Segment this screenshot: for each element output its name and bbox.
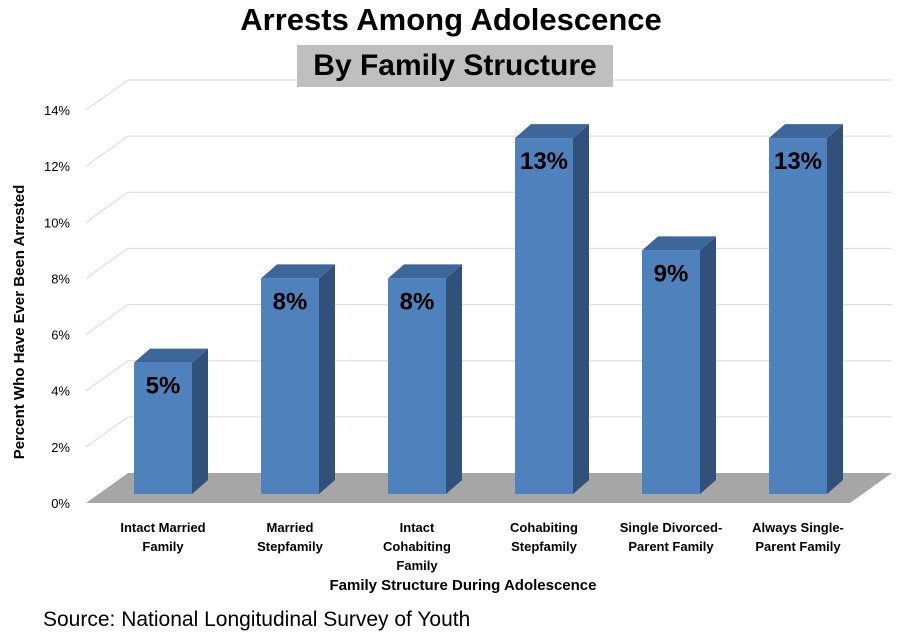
data-label: 13% (520, 148, 568, 175)
x-tick-label-line: Married (267, 520, 314, 535)
y-axis-ticks: 0% 2% 4% 6% 8% 10% 12% 14% (44, 103, 70, 511)
bar-group: 8% (388, 264, 462, 494)
x-tick-label-line: Cohabiting (383, 539, 451, 554)
bar (261, 278, 319, 494)
y-tick-label: 14% (44, 103, 70, 118)
bar-top (515, 124, 589, 139)
y-tick-label: 6% (51, 328, 70, 343)
x-tick-label-line: Stepfamily (511, 539, 578, 554)
data-label: 5% (146, 373, 181, 400)
bar-side (700, 236, 716, 494)
x-tick-label: Intact Married Family (120, 520, 205, 554)
x-tick-label: Single Divorced- Parent Family (620, 520, 723, 554)
bar-side (827, 124, 843, 495)
x-tick-label-line: Intact Married (120, 520, 205, 535)
x-axis-categories: Intact Married Family Married Stepfamily Int… (120, 520, 844, 573)
bar-group: 9% (642, 236, 716, 494)
y-tick-label: 2% (51, 440, 70, 455)
bar (134, 362, 192, 494)
gridline-side (85, 135, 129, 167)
x-tick-label-line: Stepfamily (257, 539, 324, 554)
bar-side (573, 124, 589, 495)
x-tick-label-line: Cohabiting (510, 520, 578, 535)
data-label: 9% (654, 260, 689, 287)
x-axis-title: Family Structure During Adolescence (329, 577, 596, 594)
source-note: Source: National Longitudinal Survey of … (43, 608, 471, 631)
gridline-side (85, 416, 129, 448)
y-axis-title: Percent Who Have Ever Been Arrested (11, 185, 28, 460)
x-tick-label-line: Parent Family (755, 539, 841, 554)
bar-group: 13% (515, 124, 589, 495)
bar-top (134, 348, 208, 363)
bar-side (319, 264, 335, 494)
x-tick-label-line: Family (142, 539, 184, 554)
bar (388, 278, 446, 494)
bar (642, 250, 700, 494)
x-tick-label-line: Single Divorced- (620, 520, 723, 535)
y-tick-label: 4% (51, 384, 70, 399)
bar-group: 13% (769, 124, 843, 495)
data-label: 13% (774, 148, 822, 175)
gridline-side (85, 360, 129, 392)
data-label: 8% (273, 288, 308, 315)
x-tick-label: Intact Cohabiting Family (383, 520, 451, 573)
bar-group: 8% (261, 264, 335, 494)
x-tick-label-line: Parent Family (628, 539, 714, 554)
x-tick-label-line: Family (396, 558, 438, 573)
bars: 5% 8% 8% 13% 9% 13% (134, 124, 843, 495)
bar-top (642, 236, 716, 251)
bar-side (446, 264, 462, 494)
bar (769, 138, 827, 495)
bar-group: 5% (134, 348, 208, 494)
gridline-side (85, 191, 129, 223)
bar-top (769, 124, 843, 139)
bar-top (388, 264, 462, 279)
y-tick-label: 8% (51, 271, 70, 286)
gridline-side (85, 304, 129, 335)
y-tick-label: 10% (44, 215, 70, 230)
chart-title: Arrests Among Adolescence (240, 2, 662, 37)
y-tick-label: 0% (51, 496, 70, 511)
x-tick-label-line: Intact (400, 520, 435, 535)
x-tick-label: Married Stepfamily (257, 520, 324, 554)
data-label: 8% (400, 288, 435, 315)
x-tick-label: Always Single- Parent Family (752, 520, 844, 554)
bar (515, 138, 573, 495)
gridline-side (85, 248, 129, 279)
x-tick-label-line: Always Single- (752, 520, 844, 535)
bar-top (261, 264, 335, 279)
y-tick-label: 12% (44, 159, 70, 174)
x-tick-label: Cohabiting Stepfamily (510, 520, 578, 554)
chart-subtitle: By Family Structure (297, 45, 613, 87)
gridline-side (85, 79, 129, 111)
bar-side (192, 348, 208, 494)
